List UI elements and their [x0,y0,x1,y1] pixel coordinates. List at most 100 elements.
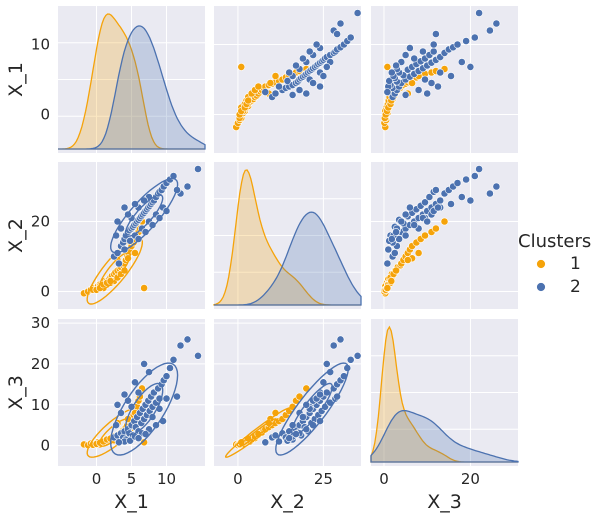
point-X_3-X_2-s2-23 [421,198,429,207]
point-X_2-X_1-s2-39 [283,77,292,85]
point-X_2-X_1-s1-49 [237,63,246,71]
point-X_3-X_2-s2-33 [485,189,494,198]
point-X_3-X_2-s2-25 [425,193,434,201]
xtick-X_2-0: 0 [233,470,243,488]
xtick-X_3-1: 20 [461,470,480,488]
point-X_3-X_1-s2-30 [453,40,462,49]
point-X_1-X_2-s2-32 [169,172,178,180]
point-X_3-X_1-s2-44 [405,44,414,52]
point-X_1-X_2-s2-34 [183,182,192,191]
point-X_1-X_2-s1-38 [120,266,129,275]
point-X_2-X_1-s2-55 [305,47,314,56]
point-X_3-X_1-s1-49 [383,63,392,71]
point-X_3-X_2-s1-47 [440,217,449,226]
kde-contour-X_2-X_3-s2-0 [291,382,333,436]
xtick-X_1-0: 0 [92,470,102,488]
kde-contour-X_1-X_2-s2-0 [124,194,164,237]
point-X_3-X_2-s2-38 [383,259,392,268]
point-X_2-X_1-s2-56 [312,40,321,49]
point-X_1-X_2-s2-39 [126,236,135,245]
ytick-X_1-1: 10 [31,36,50,54]
point-X_3-X_2-s1-28 [421,231,429,240]
point-X_1-X_3-s2-30 [162,372,171,381]
kde-contour-X_1-X_3-s2-0 [124,382,164,436]
point-X_3-X_2-s1-30 [431,224,440,233]
point-X_2-X_1-s2-50 [295,86,304,94]
point-X_1-X_3-s2-35 [194,351,202,360]
point-X_3-X_2-s2-58 [423,217,432,226]
point-X_2-X_3-s2-59 [316,390,324,399]
kde-X_2-series-2 [214,211,362,306]
point-X_3-X_2-s2-59 [434,203,442,212]
point-X_3-X_1-s2-27 [429,47,438,56]
point-X_2-X_1-s2-36 [333,30,341,38]
point-X_2-X_1-s1-38 [254,82,263,91]
point-X_1-X_3-s1-49 [140,438,148,447]
point-X_3-X_2-s2-34 [492,182,501,191]
point-X_3-X_1-s2-46 [392,61,400,70]
point-X_3-X_1-s2-51 [457,58,466,66]
point-X_3-X_1-s2-43 [401,51,410,59]
point-X_2-X_3-s2-38 [261,438,270,447]
point-X_3-X_1-s2-55 [418,47,427,56]
ylabel-X_2: X_2 [5,218,27,253]
xlabel-X_2: X_2 [270,491,305,513]
point-X_1-X_3-s2-58 [113,400,122,409]
point-X_3-X_1-s2-36 [431,30,440,38]
kde-contour-X_2-X_3-s1-1 [225,407,291,458]
point-X_3-X_2-s2-42 [397,217,406,226]
point-X_3-X_1-s2-38 [383,88,392,96]
point-X_3-X_1-s2-32 [470,33,479,42]
point-X_2-X_3-s2-54 [298,413,307,421]
point-X_1-X_2-s2-54 [148,221,157,229]
kde-contour-X_2-X_3-s1-0 [239,418,277,447]
point-X_1-X_3-s2-56 [162,394,171,403]
point-X_2-X_1-s2-54 [298,54,307,63]
ytick-X_2-1: 20 [31,213,50,231]
kde-contour-X_1-X_2-s1-0 [98,251,131,290]
point-X_3-X_2-s2-57 [401,231,410,240]
point-X_1-X_3-s2-53 [131,378,139,387]
legend-label-2: 2 [570,277,581,297]
legend-marker-2 [536,282,546,292]
point-X_3-X_2-s1-44 [387,277,396,285]
point-X_1-X_2-s2-38 [115,259,123,268]
point-X_2-X_1-s2-38 [261,88,270,96]
point-X_2-X_1-s2-57 [288,91,297,99]
xtick-X_1-1: 5 [127,470,137,488]
legend: Clusters 1 2 [518,231,591,297]
point-X_3-X_2-s2-46 [392,228,400,236]
panel-grid [58,6,519,466]
xtick-X_1-2: 10 [157,470,176,488]
kde-contour-X_1-X_2-s2-1 [109,177,179,254]
point-X_1-X_2-s1-45 [131,249,139,257]
point-X_3-X_2-s2-43 [401,210,410,219]
point-X_3-X_1-s2-47 [421,75,429,84]
legend-marker-1 [536,259,546,269]
point-X_3-X_1-s2-58 [423,89,432,98]
point-X_2-X_3-s2-32 [346,355,355,364]
point-X_1-X_2-s1-44 [106,277,115,285]
point-X_3-X_1-s2-54 [410,54,419,63]
ytick-X_1-0: 0 [40,106,50,124]
point-X_1-X_3-s2-38 [115,438,123,447]
xtick-X_3-0: 0 [379,470,389,488]
point-X_1-X_3-s2-52 [140,359,148,368]
point-X_3-X_1-s2-56 [429,40,438,49]
point-X_3-X_2-s2-53 [447,200,455,208]
point-X_2-X_3-s2-45 [285,434,294,443]
point-X_2-X_3-s2-34 [336,335,345,344]
legend-title: Clusters [518,231,591,252]
kde-X_3-series-2 [370,409,519,463]
point-X_2-X_1-s2-53 [319,72,328,80]
point-X_3-X_2-s1-49 [383,284,392,292]
point-X_3-X_1-s2-34 [492,19,501,28]
point-X_3-X_1-s2-39 [385,77,394,85]
point-X_2-X_1-s2-58 [302,89,311,98]
point-X_2-X_1-s2-37 [275,82,283,91]
point-X_3-X_2-s1-38 [392,266,400,275]
point-X_1-X_3-s2-45 [134,434,143,443]
point-X_3-X_2-s2-35 [475,165,483,173]
point-X_1-X_3-s2-33 [176,341,185,350]
ytick-X_3-3: 30 [31,314,50,332]
